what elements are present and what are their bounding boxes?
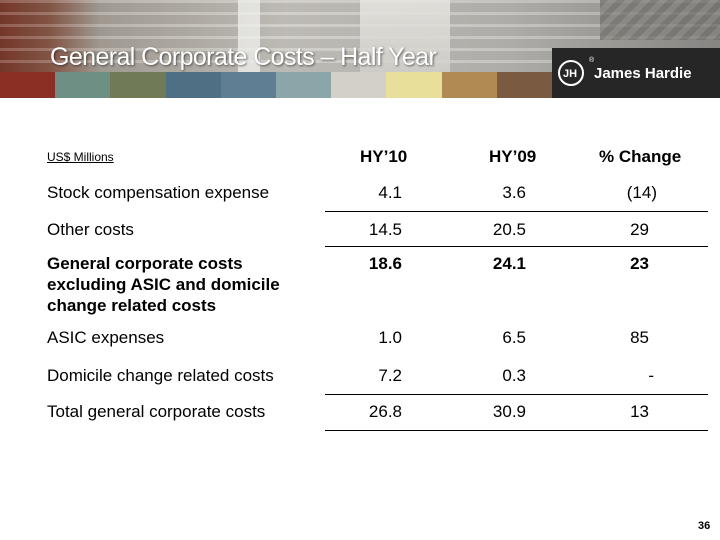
cell-change: 23 <box>630 254 649 273</box>
cell-hy09: 0.3 <box>502 366 526 385</box>
cell-hy10: 26.8 <box>368 402 402 421</box>
row-label: Total general corporate costs <box>47 402 266 421</box>
row-divider <box>325 430 708 431</box>
units-label: US$ Millions <box>47 150 114 164</box>
brand-name: James Hardie <box>594 64 692 82</box>
cell-hy10: 7.2 <box>378 366 402 385</box>
color-swatch <box>110 72 166 98</box>
row-divider <box>325 211 708 212</box>
cell-change: (14) <box>626 183 657 202</box>
cell-change: - <box>648 366 654 385</box>
row-label: Domicile change related costs <box>47 366 274 385</box>
color-swatch <box>55 72 111 98</box>
color-swatch <box>165 72 221 98</box>
slide-title: General Corporate Costs – Half Year <box>50 43 437 71</box>
cell-hy09: 3.6 <box>502 183 526 202</box>
row-label: Other costs <box>47 220 134 239</box>
cell-hy09: 20.5 <box>492 220 526 239</box>
page-number: 36 <box>698 520 711 532</box>
color-swatch <box>0 72 56 98</box>
svg-text:JH: JH <box>563 68 577 80</box>
color-swatch <box>220 72 277 98</box>
roof-shingles <box>600 0 720 40</box>
row-divider <box>325 246 708 247</box>
cell-hy10: 4.1 <box>378 183 402 202</box>
color-swatch <box>386 72 442 98</box>
window-trim <box>360 0 450 72</box>
cell-hy09: 24.1 <box>492 254 526 273</box>
cell-hy09: 30.9 <box>492 402 526 421</box>
color-swatch <box>331 72 387 98</box>
cell-hy10: 14.5 <box>368 220 402 239</box>
row-label: General corporate costs excluding ASIC a… <box>47 254 280 315</box>
cell-hy09: 6.5 <box>502 328 526 347</box>
column-header-change: % Change <box>599 147 682 166</box>
cell-change: 13 <box>630 402 649 421</box>
brand-logo: JH ® James Hardie <box>552 48 720 98</box>
cell-hy10: 18.6 <box>368 254 402 273</box>
porch-post <box>238 0 260 72</box>
column-header-hy09: HY’09 <box>489 147 537 166</box>
color-swatch <box>441 72 497 98</box>
color-swatch-strip <box>0 72 553 98</box>
color-swatch <box>496 72 553 98</box>
row-label: Stock compensation expense <box>47 183 270 202</box>
column-header-hy10: HY’10 <box>360 147 408 166</box>
jh-logo-icon: JH <box>558 60 584 86</box>
header-photo <box>0 0 720 72</box>
color-swatch <box>276 72 332 98</box>
row-label: ASIC expenses <box>47 328 165 347</box>
cell-change: 85 <box>630 328 649 347</box>
registered-icon: ® <box>589 57 595 64</box>
cell-hy10: 1.0 <box>378 328 402 347</box>
cell-change: 29 <box>630 220 649 239</box>
row-divider <box>325 394 708 395</box>
